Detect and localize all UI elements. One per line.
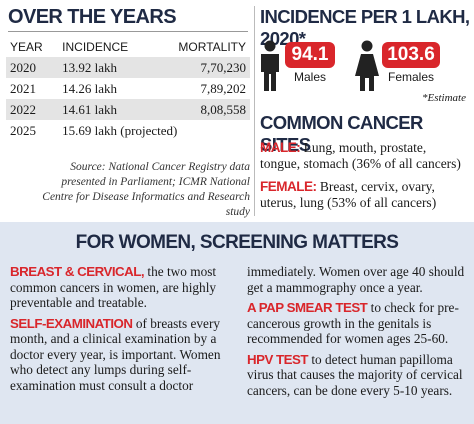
male-icon	[261, 40, 279, 91]
label: MALE:	[260, 140, 301, 155]
stat-label: Females	[387, 70, 434, 84]
cell: 2021	[10, 80, 36, 96]
text: Lung, mouth, prostate, tongue, stomach (…	[260, 140, 461, 171]
section-title: COMMON CANCER SITES	[260, 112, 423, 155]
cell: 7,89,202	[200, 80, 247, 96]
stat-label: Males	[293, 70, 326, 84]
table-row: 2021 14.26 lakh 7,89,202	[6, 78, 250, 99]
item-heading: A PAP SMEAR TEST	[247, 300, 368, 315]
item-heading: SELF-EXAMINATION	[10, 315, 133, 331]
text: Breast, cervix, ovary, uterus, lung (53%…	[260, 179, 437, 210]
item: A PAP SMEAR TEST to check for pre-cancer…	[247, 300, 466, 347]
data-table: YEAR INCIDENCE MORTALITY 2020 13.92 lakh…	[6, 36, 250, 141]
item-text: of breasts every month, and a clinical e…	[10, 264, 465, 393]
female-sites: FEMALE: Breast, cervix, ovary, uterus, l…	[260, 179, 468, 211]
stat-value: 103.6	[382, 42, 440, 68]
cell: 2022	[6, 99, 59, 120]
item: SELF-EXAMINATION of breasts every month,…	[10, 264, 466, 420]
screening-panel: FOR WOMEN, SCREENING MATTERS BREAST & CE…	[0, 222, 474, 424]
female-icon	[355, 40, 379, 91]
footnote: *Estimate	[422, 92, 466, 104]
cell: 2025	[10, 122, 36, 138]
column-header: MORTALITY	[178, 39, 246, 54]
item-heading: BREAST & CERVICAL,	[10, 264, 145, 279]
cell: 15.69 lakh (projected)	[62, 122, 178, 138]
item-text: to check for pre-cancerous growth in the…	[247, 300, 459, 346]
screening-text: BREAST & CERVICAL, the two most common c…	[10, 264, 466, 420]
cell: 8,08,558	[153, 99, 250, 120]
label: FEMALE:	[260, 179, 317, 194]
section-title: OVER THE YEARS	[8, 6, 177, 28]
cell: 13.92 lakh	[58, 57, 154, 78]
item-text: to detect human papilloma virus that cau…	[247, 351, 463, 398]
table-header: YEAR INCIDENCE MORTALITY	[6, 36, 250, 57]
cell: 7,70,230	[153, 57, 250, 78]
stat-value: 94.1	[285, 42, 335, 68]
source-note: Source: National Cancer Registry data pr…	[42, 161, 250, 218]
column-header: INCIDENCE	[62, 39, 129, 54]
table-row: 2020 13.92 lakh 7,70,230	[6, 57, 250, 78]
table-row: 2025 15.69 lakh (projected)	[6, 120, 250, 141]
divider	[254, 6, 255, 216]
cell: 14.26 lakh	[62, 80, 118, 96]
column-header: YEAR	[10, 39, 43, 54]
section-title: FOR WOMEN, SCREENING MATTERS	[75, 232, 399, 253]
male-sites: MALE: Lung, mouth, prostate, tongue, sto…	[260, 140, 468, 172]
item: HPV TEST to detect human papilloma virus…	[247, 352, 466, 399]
divider	[8, 31, 248, 32]
cell: 2020	[6, 57, 59, 78]
item: BREAST & CERVICAL, the two most common c…	[10, 264, 229, 311]
item-heading: HPV TEST	[247, 351, 309, 367]
table-row: 2022 14.61 lakh 8,08,558	[6, 99, 250, 120]
cell: 14.61 lakh	[58, 99, 154, 120]
item-text: the two most common cancers in women, ar…	[10, 264, 217, 310]
